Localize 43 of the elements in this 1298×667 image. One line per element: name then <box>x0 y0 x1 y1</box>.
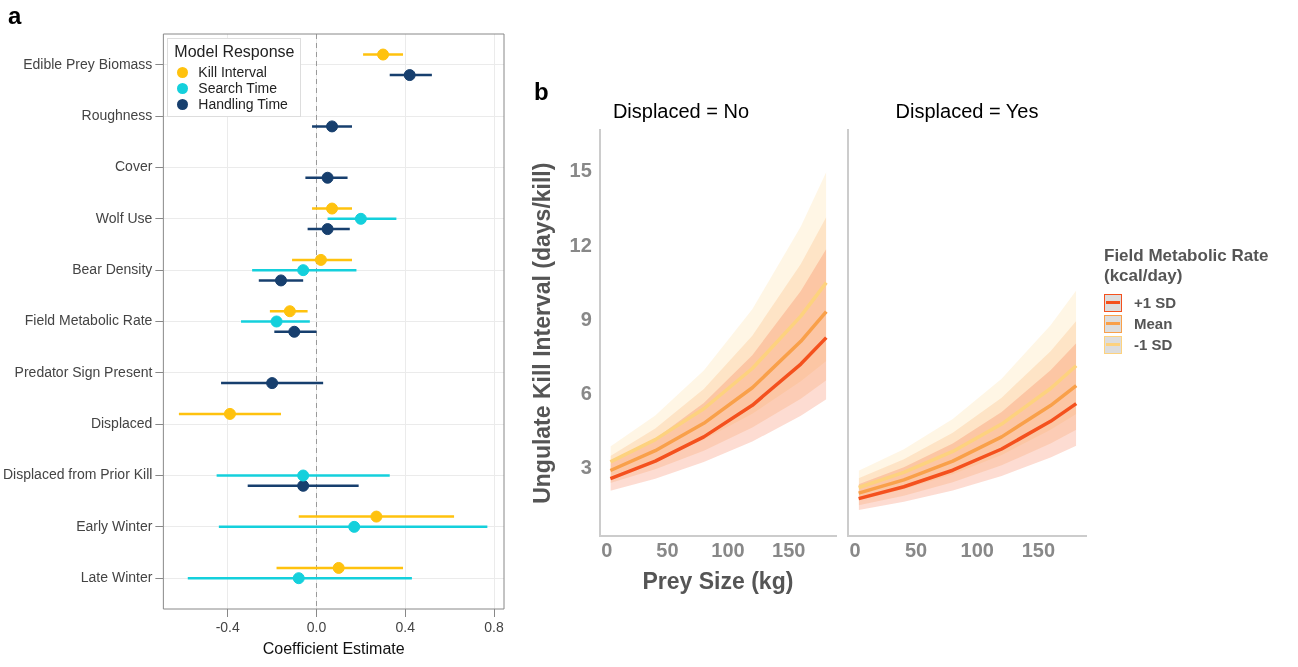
x-tick-label: 150 <box>772 538 806 561</box>
x-tick-label: 50 <box>904 538 928 561</box>
y-tick-label: Late Winter <box>80 569 153 586</box>
y-tick-label: 12 <box>569 233 592 256</box>
y-tick-label: Displaced <box>90 415 153 432</box>
x-tick-label: 150 <box>1021 538 1056 561</box>
text: a <box>8 2 22 30</box>
chart-title: Displaced = Yes <box>895 99 1039 122</box>
x-axis-title: Coefficient Estimate <box>262 639 405 657</box>
legend-label: Mean <box>1134 315 1173 332</box>
y-tick-label: Field Metabolic Rate <box>24 312 153 329</box>
x-tick-label: 0 <box>601 538 613 561</box>
y-tick-label: 3 <box>580 455 592 478</box>
y-tick-label: Roughness <box>81 107 153 123</box>
y-tick-label: Wolf Use <box>95 209 153 226</box>
y-tick-label: Edible Prey Biomass <box>23 55 153 72</box>
x-tick-label: 0.0 <box>306 619 327 636</box>
legend-label: +1 SD <box>1134 294 1177 311</box>
legend-title: Model Response <box>174 43 295 61</box>
y-axis-title: Ungulate Kill Interval (days/kill) <box>529 162 556 504</box>
legend-label: Search Time <box>198 80 277 96</box>
x-tick-label: 0.4 <box>395 619 416 636</box>
x-axis-title: Prey Size (kg) <box>642 567 794 594</box>
legend-title: Field Metabolic Rate (kcal/day) <box>1104 246 1270 286</box>
legend-label: Kill Interval <box>198 64 267 80</box>
y-tick-label: 9 <box>580 307 592 330</box>
y-tick-label: Bear Density <box>72 261 153 278</box>
x-tick-label: 100 <box>711 538 745 561</box>
legend-label: -1 SD <box>1134 336 1173 353</box>
legend-label: Handling Time <box>198 96 288 112</box>
x-tick-label: 50 <box>656 538 679 561</box>
x-tick-label: 100 <box>960 538 994 561</box>
x-tick-label: -0.4 <box>215 619 240 636</box>
y-tick-label: Displaced from Prior Kill <box>3 466 153 483</box>
y-tick-label: Cover <box>115 158 153 175</box>
x-tick-label: 0 <box>849 538 861 561</box>
text: b <box>534 78 549 106</box>
y-tick-label: 15 <box>569 159 592 182</box>
y-tick-label: Early Winter <box>76 517 153 534</box>
y-tick-label: 6 <box>580 381 592 404</box>
chart-title: Displaced = No <box>612 99 750 122</box>
x-tick-label: 0.8 <box>484 619 504 636</box>
y-tick-label: Predator Sign Present <box>14 363 153 380</box>
